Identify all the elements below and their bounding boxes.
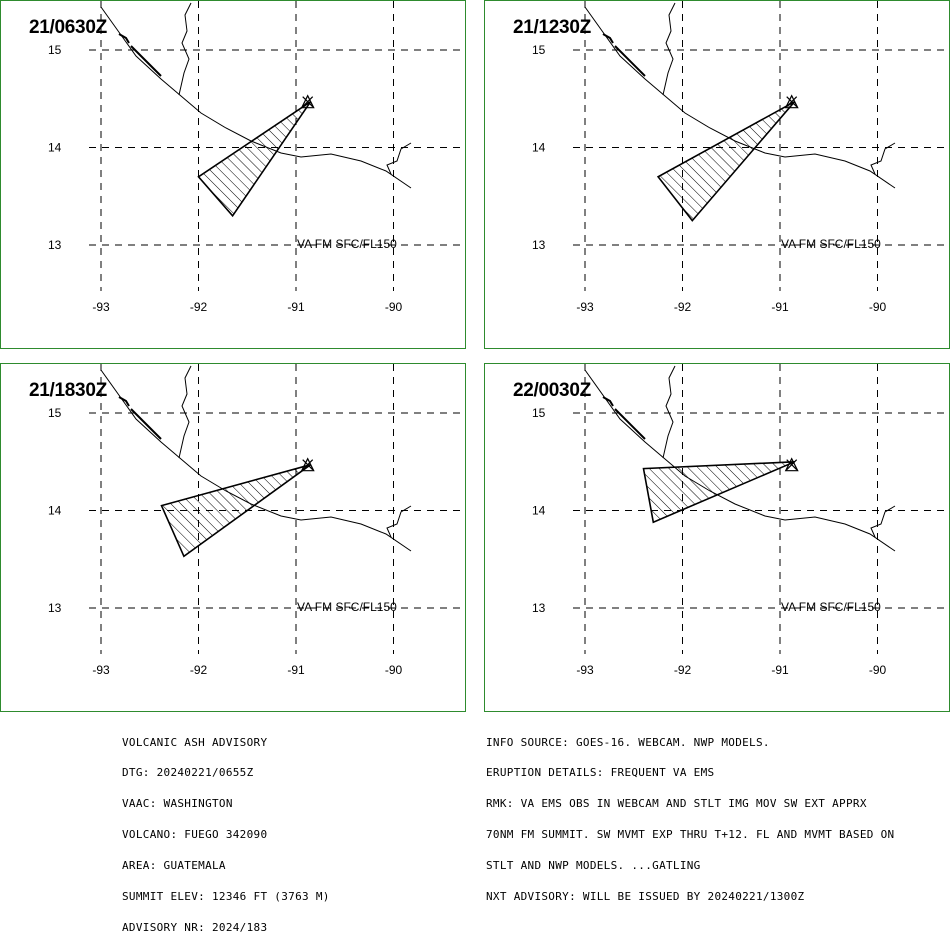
lat-tick-label: 15 <box>532 43 546 57</box>
lon-tick-label: -90 <box>869 663 887 677</box>
map-panel-1: -93 -92 -91 -90 15 14 13 VA FM SFC/FL150 21/063… <box>0 0 466 349</box>
volcano-icon <box>300 94 315 109</box>
advisory-line: INFO SOURCE: GOES-16. WEBCAM. NWP MODELS… <box>486 735 770 749</box>
advisory-line: ERUPTION DETAILS: FREQUENT VA EMS <box>486 766 715 780</box>
advisory-line: AREA: GUATEMALA <box>122 859 226 873</box>
advisory-line: SUMMIT ELEV: 12346 FT (3763 M) <box>122 890 330 904</box>
lon-tick-label: -91 <box>771 663 789 677</box>
lon-tick-label: -91 <box>771 300 789 314</box>
volcano-icon <box>784 94 799 109</box>
advisory-line: RMK: VA EMS OBS IN WEBCAM AND STLT IMG M… <box>486 797 867 811</box>
advisory-line: NXT ADVISORY: WILL BE ISSUED BY 20240221… <box>486 890 805 904</box>
map-4: -93 -92 -91 -90 15 14 13 VA FM SFC/FL150 <box>532 364 945 677</box>
border-line <box>662 2 676 96</box>
advisory-line: ADVISORY NR: 2024/183 <box>122 920 268 934</box>
coast-detail <box>602 396 614 407</box>
ash-cloud-polygon <box>642 461 795 524</box>
coast-detail <box>118 33 130 44</box>
lat-tick-label: 15 <box>532 406 546 420</box>
border-line <box>870 505 896 538</box>
lon-tick-label: -91 <box>287 300 305 314</box>
border-line <box>386 142 412 175</box>
map-3: -93 -92 -91 -90 15 14 13 VA FM SFC/FL150 <box>48 364 461 677</box>
advisory-line: DTG: 20240221/0655Z <box>122 766 254 780</box>
lon-tick-label: -93 <box>576 300 594 314</box>
advisory-line: STLT AND NWP MODELS. ...GATLING <box>486 859 701 873</box>
advisory-left: VOLCANIC ASH ADVISORY DTG: 20240221/0655… <box>122 717 330 944</box>
volcano-x-icon <box>302 459 314 471</box>
lon-tick-label: -93 <box>92 300 110 314</box>
panel-title: 21/0630Z <box>29 17 107 38</box>
panel-title: 22/0030Z <box>513 380 591 401</box>
map-panel-2: -93 -92 -91 -90 15 14 13 VA FM SFC/FL150 21/123… <box>484 0 950 349</box>
lat-tick-label: 14 <box>48 504 62 518</box>
volcano-x-icon <box>786 459 798 471</box>
lon-tick-label: -92 <box>674 300 692 314</box>
lat-tick-label: 15 <box>48 43 62 57</box>
lat-tick-label: 14 <box>532 504 546 518</box>
map-panel-3: -93 -92 -91 -90 15 14 13 VA FM SFC/FL150 21/183… <box>0 363 466 712</box>
volcano-x-icon <box>786 96 798 108</box>
coast-detail <box>130 408 162 440</box>
panel-title: 21/1230Z <box>513 17 591 38</box>
lon-tick-label: -92 <box>190 663 208 677</box>
coast-detail <box>130 45 162 77</box>
lat-tick-label: 13 <box>48 238 62 252</box>
lat-tick-label: 13 <box>532 601 546 615</box>
advisory-line: 70NM FM SUMMIT. SW MVMT EXP THRU T+12. F… <box>486 828 895 842</box>
cloud-level-label: VA FM SFC/FL150 <box>297 600 397 614</box>
volcano-icon <box>300 457 315 472</box>
border-line <box>386 505 412 538</box>
lat-tick-label: 13 <box>48 601 62 615</box>
border-line <box>870 142 896 175</box>
coast-detail <box>118 396 130 407</box>
cloud-level-label: VA FM SFC/FL150 <box>781 600 881 614</box>
coast-detail <box>602 33 614 44</box>
lon-tick-label: -90 <box>385 663 403 677</box>
coastline <box>100 369 412 552</box>
lat-tick-label: 14 <box>48 141 62 155</box>
lon-tick-label: -92 <box>674 663 692 677</box>
cloud-level-label: VA FM SFC/FL150 <box>297 237 397 251</box>
lat-tick-label: 14 <box>532 141 546 155</box>
map-2: -93 -92 -91 -90 15 14 13 VA FM SFC/FL150 <box>532 1 945 314</box>
border-line <box>178 365 192 459</box>
lat-tick-label: 15 <box>48 406 62 420</box>
lat-tick-label: 13 <box>532 238 546 252</box>
lon-tick-label: -90 <box>869 300 887 314</box>
ash-cloud-polygon <box>160 463 312 558</box>
ash-cloud-polygon <box>197 101 312 218</box>
border-line <box>178 2 192 96</box>
lon-tick-label: -93 <box>92 663 110 677</box>
map-panel-4: -93 -92 -91 -90 15 14 13 VA FM SFC/FL150 22/003… <box>484 363 950 712</box>
lon-tick-label: -92 <box>190 300 208 314</box>
coast-detail <box>614 45 646 77</box>
coast-detail <box>614 408 646 440</box>
border-line <box>662 365 676 459</box>
advisory-line: VOLCANO: FUEGO 342090 <box>122 828 268 842</box>
volcano-x-icon <box>302 96 314 108</box>
lon-tick-label: -93 <box>576 663 594 677</box>
lon-tick-label: -91 <box>287 663 305 677</box>
advisory-line: VOLCANIC ASH ADVISORY <box>122 735 268 749</box>
advisory-line: VAAC: WASHINGTON <box>122 797 233 811</box>
volcano-icon <box>784 457 799 472</box>
panel-title: 21/1830Z <box>29 380 107 401</box>
cloud-level-label: VA FM SFC/FL150 <box>781 237 881 251</box>
ash-cloud-polygon <box>656 100 796 222</box>
lon-tick-label: -90 <box>385 300 403 314</box>
coastline <box>584 369 896 552</box>
advisory-right: INFO SOURCE: GOES-16. WEBCAM. NWP MODELS… <box>486 717 894 913</box>
map-1: -93 -92 -91 -90 15 14 13 VA FM SFC/FL150 <box>48 1 461 314</box>
